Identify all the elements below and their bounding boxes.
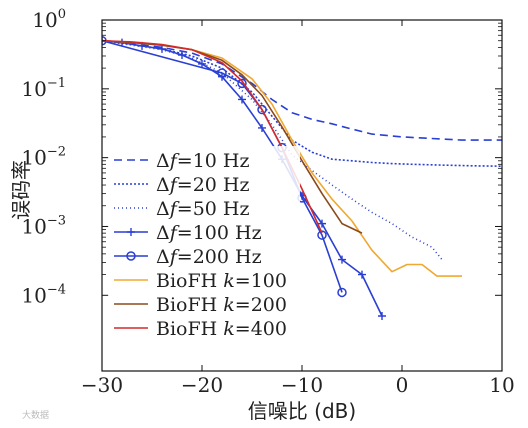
x-tick-label-2: −20 (181, 373, 223, 397)
x-tick-label-3: −10 (281, 373, 323, 397)
series-4-point-9 (258, 123, 266, 132)
legend-label-6: BioFH k=100 (156, 270, 287, 292)
series-4-point-8 (238, 95, 246, 104)
series-4-point-15 (378, 312, 386, 321)
series-4-point-12 (318, 219, 326, 228)
series-5-point-3 (237, 78, 247, 89)
x-tick-label-5: 10 (489, 373, 514, 397)
series-4-point-4 (158, 44, 166, 53)
series-layer (102, 35, 502, 321)
legend-marker-4 (127, 228, 135, 236)
series-4-point-5 (178, 51, 186, 60)
legend-label-5: Δf=200 Hz (156, 246, 262, 268)
legend-label-4: Δf=100 Hz (156, 222, 262, 244)
legend-item-1: Δf=10 Hz (114, 150, 250, 172)
series-5-point-2 (217, 68, 227, 78)
series-5-point-7 (317, 230, 327, 240)
legend-label-8: BioFH k=400 (156, 318, 287, 340)
series-4-point-14 (358, 270, 366, 279)
series-4-point-13 (338, 255, 346, 264)
legend-item-6: BioFH k=100 (114, 270, 287, 292)
series-line-1 (102, 39, 502, 141)
legend-label-7: BioFH k=200 (156, 294, 287, 316)
legend-item-5: Δf=200 Hz (114, 246, 262, 268)
legend-item-2: Δf=20 Hz (114, 174, 250, 196)
legend-item-7: BioFH k=200 (114, 294, 287, 316)
x-axis-title: 信噪比 (dB) (248, 399, 356, 423)
series-5-point-4 (257, 104, 267, 115)
legend-label-2: Δf=20 Hz (156, 174, 250, 196)
y-axis-title: 误码率 (9, 160, 33, 220)
series-4-point-6 (198, 59, 206, 68)
legend-item-3: Δf=50 Hz (114, 198, 250, 220)
y-tick-label-5: 10−4 (21, 282, 66, 307)
legend-item-4: Δf=100 Hz (114, 222, 262, 244)
y-tick-label-3: 10−2 (21, 145, 66, 170)
legend-item-8: BioFH k=400 (114, 318, 287, 340)
legend-label-3: Δf=50 Hz (156, 198, 250, 220)
legend-marker-5 (126, 251, 136, 261)
x-tick-label-4: 0 (396, 373, 409, 397)
series-5-point-8 (337, 287, 347, 298)
y-tick-label-4: 10−3 (21, 213, 66, 238)
axes: −30 −20 −10 0 10 100 10−1 10−2 10−3 10−4 (21, 7, 514, 397)
y-tick-label-2: 10−1 (21, 76, 66, 101)
legend-background (108, 146, 300, 342)
watermark-text: 大数据 (22, 409, 49, 421)
y-tick-label-1: 100 (32, 7, 66, 32)
x-tick-label-1: −30 (81, 373, 123, 397)
legend-label-1: Δf=10 Hz (156, 150, 250, 172)
